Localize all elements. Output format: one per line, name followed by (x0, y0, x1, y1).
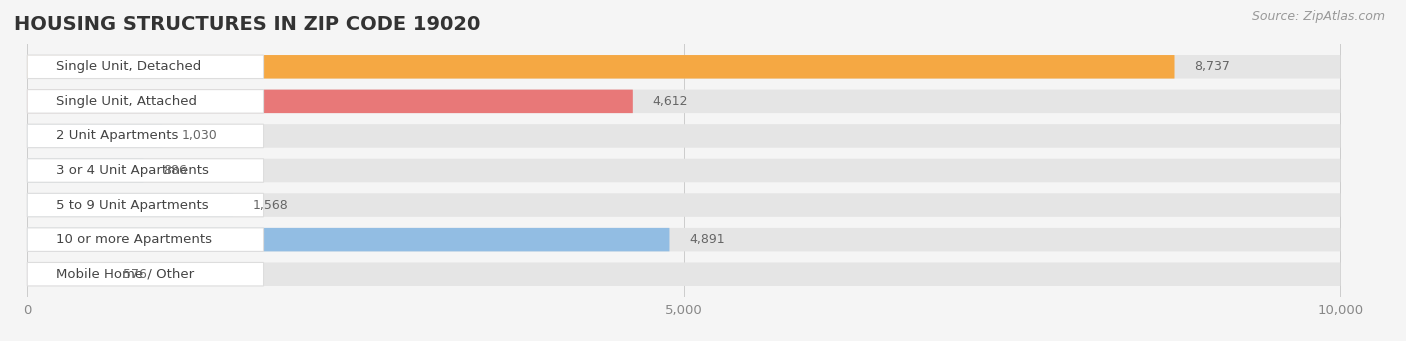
FancyBboxPatch shape (27, 193, 263, 217)
FancyBboxPatch shape (27, 55, 1340, 78)
FancyBboxPatch shape (27, 193, 233, 217)
Text: Source: ZipAtlas.com: Source: ZipAtlas.com (1251, 10, 1385, 23)
FancyBboxPatch shape (27, 159, 263, 182)
FancyBboxPatch shape (27, 124, 1340, 148)
FancyBboxPatch shape (27, 55, 1174, 78)
Text: 1,030: 1,030 (183, 130, 218, 143)
FancyBboxPatch shape (27, 263, 1340, 286)
FancyBboxPatch shape (27, 263, 103, 286)
FancyBboxPatch shape (27, 55, 263, 78)
FancyBboxPatch shape (27, 90, 633, 113)
FancyBboxPatch shape (27, 193, 1340, 217)
FancyBboxPatch shape (27, 90, 1340, 113)
Text: 5 to 9 Unit Apartments: 5 to 9 Unit Apartments (56, 198, 208, 211)
Text: 2 Unit Apartments: 2 Unit Apartments (56, 130, 179, 143)
Text: 10 or more Apartments: 10 or more Apartments (56, 233, 211, 246)
FancyBboxPatch shape (27, 159, 143, 182)
FancyBboxPatch shape (27, 263, 263, 286)
Text: 576: 576 (122, 268, 146, 281)
Text: 1,568: 1,568 (253, 198, 288, 211)
FancyBboxPatch shape (27, 228, 1340, 251)
Text: Mobile Home / Other: Mobile Home / Other (56, 268, 194, 281)
Text: 3 or 4 Unit Apartments: 3 or 4 Unit Apartments (56, 164, 208, 177)
FancyBboxPatch shape (27, 124, 263, 148)
FancyBboxPatch shape (27, 228, 263, 251)
Text: Single Unit, Attached: Single Unit, Attached (56, 95, 197, 108)
FancyBboxPatch shape (27, 124, 163, 148)
FancyBboxPatch shape (27, 90, 263, 113)
FancyBboxPatch shape (27, 159, 1340, 182)
Text: Single Unit, Detached: Single Unit, Detached (56, 60, 201, 73)
Text: 8,737: 8,737 (1194, 60, 1230, 73)
Text: 4,891: 4,891 (689, 233, 724, 246)
Text: 886: 886 (163, 164, 187, 177)
Text: 4,612: 4,612 (652, 95, 688, 108)
Text: HOUSING STRUCTURES IN ZIP CODE 19020: HOUSING STRUCTURES IN ZIP CODE 19020 (14, 15, 481, 34)
FancyBboxPatch shape (27, 228, 669, 251)
